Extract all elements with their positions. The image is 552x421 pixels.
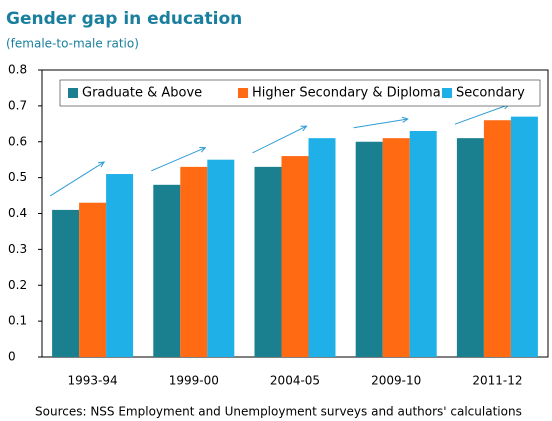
legend-box (59, 79, 541, 107)
bar (456, 138, 484, 357)
bar (79, 202, 107, 357)
bar (510, 116, 538, 357)
x-tick-label: 2009-10 (371, 374, 421, 388)
bar (207, 159, 235, 357)
legend-swatch (68, 88, 78, 98)
legend-label: Graduate & Above (82, 86, 202, 101)
bar (409, 130, 437, 357)
y-tick-label: 0.6 (8, 134, 27, 148)
y-tick-label: 0.8 (8, 63, 27, 77)
chart-subtitle: (female-to-male ratio) (6, 37, 139, 51)
trend-arrow (252, 125, 307, 154)
y-tick-label: 0.7 (8, 98, 27, 112)
y-tick-label: 0.1 (8, 314, 27, 328)
trend-arrow (454, 104, 510, 125)
bar (355, 141, 383, 357)
bar (153, 184, 181, 357)
bar (382, 138, 410, 357)
x-tick-label: 2004-05 (270, 374, 320, 388)
y-tick-label: 0.5 (8, 170, 27, 184)
bar (483, 120, 511, 357)
y-tick-label: 0.3 (8, 242, 27, 256)
legend-label: Secondary (456, 86, 525, 101)
legend-label: Higher Secondary & Diploma (252, 86, 441, 101)
trend-arrow-head (300, 125, 308, 132)
trend-arrow (353, 118, 408, 129)
bar (254, 166, 282, 357)
chart-title: Gender gap in education (6, 9, 242, 29)
trend-arrow-head (98, 161, 106, 168)
bar (180, 166, 208, 357)
y-tick-label: 0.2 (8, 278, 27, 292)
trend-arrow-head (401, 116, 409, 123)
bar (52, 209, 80, 357)
x-tick-label: 2011-12 (472, 374, 522, 388)
legend-swatch (442, 88, 452, 98)
bar (106, 174, 134, 357)
bar (308, 138, 336, 357)
y-tick-label: 0.4 (8, 206, 27, 220)
trend-arrow (49, 161, 105, 197)
trend-arrow (151, 147, 206, 172)
x-tick-label: 1999-00 (169, 374, 219, 388)
legend-swatch (238, 88, 248, 98)
trend-arrow-head (199, 146, 207, 153)
bar (281, 156, 309, 357)
x-tick-label: 1993-94 (68, 374, 118, 388)
source-note: Sources: NSS Employment and Unemployment… (35, 405, 522, 419)
y-tick-label: 0 (8, 350, 16, 364)
